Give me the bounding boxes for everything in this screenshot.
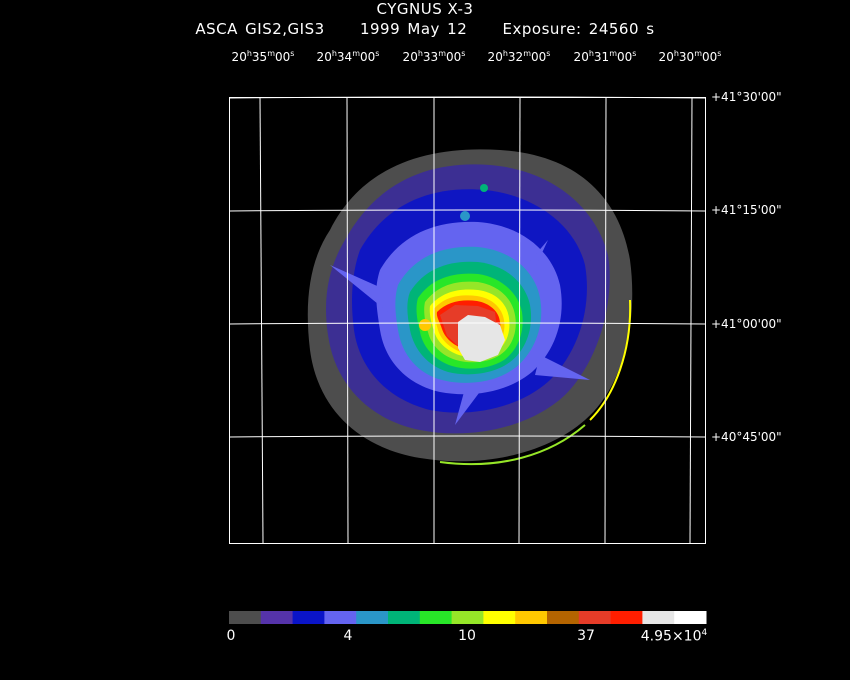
exposure-label: Exposure: 24560 s [502, 20, 655, 38]
instrument-label: ASCA GIS2,GIS3 [195, 20, 325, 38]
colorbar-swatch [515, 611, 548, 624]
dec-tick-label: +40°45'00" [711, 430, 782, 444]
xray-intensity-map [307, 149, 633, 466]
detector-rim [439, 424, 586, 466]
colorbar-swatch [547, 611, 580, 624]
colorbar-swatch [324, 611, 357, 624]
colorbar-label: 37 [577, 628, 595, 644]
dec-grid-line [228, 96, 706, 99]
colorbar-swatch [229, 611, 262, 624]
ra-tick-label: 20h35m00s [231, 49, 295, 64]
colorbar-swatch [642, 611, 675, 624]
colorbar-swatch [260, 611, 294, 624]
image-title: CYGNUS X-3 [376, 0, 474, 18]
ra-grid-line [518, 96, 521, 544]
ra-tick-label: 20h30m00s [658, 49, 722, 64]
observation-date: 1999 May 12 [359, 20, 468, 38]
colorbar-label: 4.95×104 [640, 628, 708, 645]
dec-tick-label: +41°30'00" [711, 90, 782, 104]
colorbar-swatch [483, 611, 516, 624]
dec-tick-label: +41°00'00" [711, 317, 782, 331]
dec-grid-line [228, 209, 706, 212]
ra-grid-line [259, 96, 264, 544]
ra-tick-label: 20h31m00s [573, 49, 637, 64]
dec-tick-label: +41°15'00" [711, 203, 782, 217]
colorbar-swatch [674, 611, 707, 624]
colorbar-swatch [578, 611, 612, 624]
detector-rim [589, 299, 632, 421]
ra-grid-line [604, 96, 607, 544]
ra-grid-line [689, 96, 693, 544]
colorbar-label: 10 [458, 628, 476, 644]
colorbar [229, 611, 707, 624]
colorbar-swatch [610, 611, 643, 624]
colorbar-swatch [419, 611, 453, 624]
colorbar-swatch [292, 611, 325, 624]
image-subtitle: ASCA GIS2,GIS3 1999 May 12 Exposure: 245… [0, 20, 850, 38]
colorbar-swatch [451, 611, 484, 624]
colorbar-label: 0 [226, 628, 236, 644]
saturated-core [458, 315, 505, 362]
ra-tick-label: 20h32m00s [487, 49, 551, 64]
coordinate-grid [228, 96, 706, 544]
ra-tick-label: 20h34m00s [316, 49, 380, 64]
source-blob [460, 211, 470, 221]
dec-grid-line [228, 322, 706, 325]
intensity-ray [455, 370, 485, 425]
ra-tick-label: 20h33m00s [402, 49, 466, 64]
colorbar-swatch [356, 611, 389, 624]
intensity-ray [535, 355, 590, 380]
source-blob [419, 319, 431, 331]
source-blob [480, 184, 488, 192]
colorbar-swatch [388, 611, 421, 624]
colorbar-label: 4 [343, 628, 353, 644]
ra-grid-line [346, 96, 349, 544]
dec-grid-line [228, 435, 706, 438]
